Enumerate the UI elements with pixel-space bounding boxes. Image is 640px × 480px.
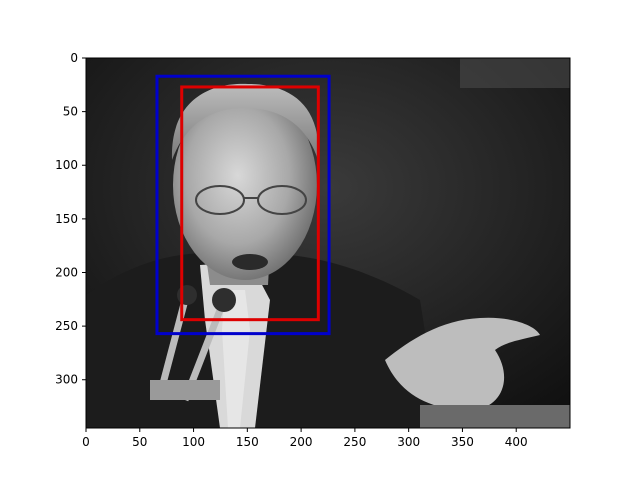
x-tick-label: 0: [82, 435, 90, 449]
y-tick-label: 50: [63, 105, 78, 119]
y-tick-label: 0: [70, 51, 78, 65]
x-tick-label: 150: [236, 435, 259, 449]
blue-box: [155, 74, 331, 336]
x-tick-label: 300: [397, 435, 420, 449]
y-tick-label: 150: [55, 212, 78, 226]
x-axis: 0 50 100 150 200 250 300 350 400: [82, 428, 528, 449]
x-tick-label: 50: [132, 435, 147, 449]
axes-frame: [85, 57, 571, 429]
y-tick-label: 250: [55, 319, 78, 333]
y-tick-label: 200: [55, 265, 78, 279]
x-tick-label: 350: [451, 435, 474, 449]
x-tick-label: 200: [290, 435, 313, 449]
x-tick-label: 100: [182, 435, 205, 449]
y-tick-label: 100: [55, 158, 78, 172]
red-box: [180, 85, 320, 322]
x-tick-label: 400: [505, 435, 528, 449]
y-tick-label: 300: [55, 373, 78, 387]
y-axis: 0 50 100 150 200 250 300: [55, 51, 86, 387]
x-tick-label: 250: [343, 435, 366, 449]
